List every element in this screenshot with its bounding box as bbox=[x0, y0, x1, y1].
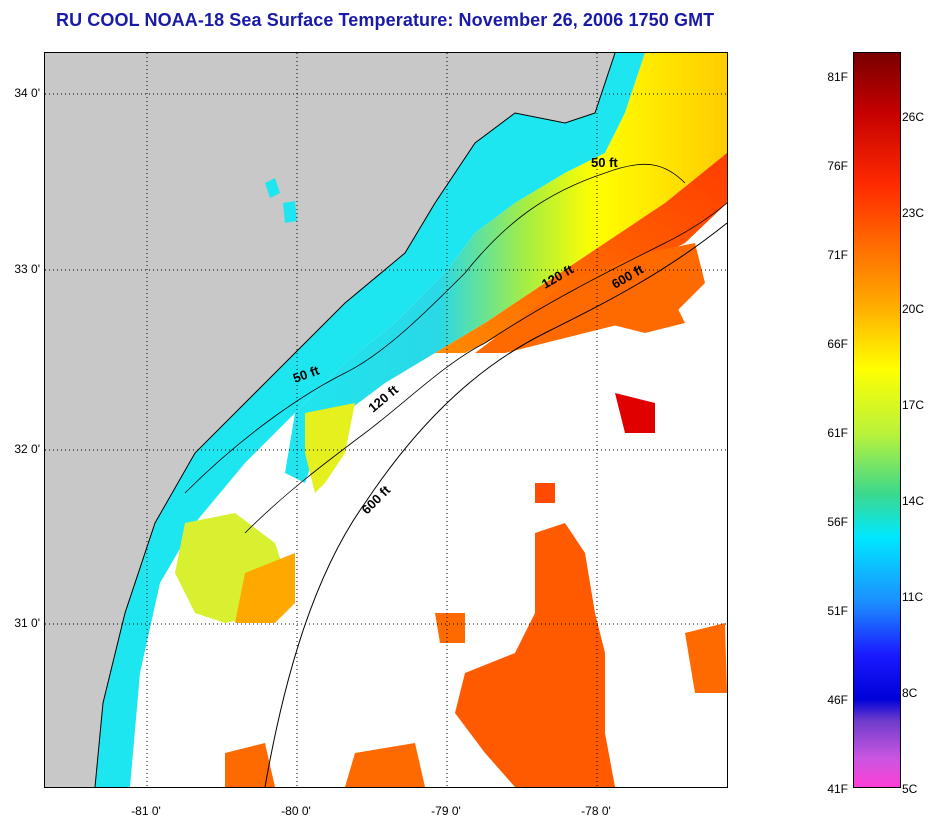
lon-label-81: -81 0' bbox=[131, 804, 161, 818]
isobath-120ft bbox=[244, 202, 727, 534]
isobath-50ft bbox=[184, 163, 686, 494]
warm-patch-north bbox=[475, 243, 705, 353]
coastline bbox=[94, 53, 616, 787]
warm-fleck-1 bbox=[435, 613, 465, 643]
sst-map-canvas: 50 ft 120 ft 600 ft 50 ft 120 ft 600 ft bbox=[45, 53, 727, 787]
coastal-yellow-32 bbox=[305, 403, 355, 493]
lon-label-80: -80 0' bbox=[281, 804, 311, 818]
warm-southwest bbox=[225, 743, 275, 787]
cbar-tick-56f: 56F bbox=[827, 515, 848, 529]
midshelf-water bbox=[285, 53, 727, 483]
map-title: RU COOL NOAA-18 Sea Surface Temperature:… bbox=[56, 10, 715, 30]
offshore-warm-large bbox=[455, 523, 615, 787]
cbar-tick-46f: 46F bbox=[827, 693, 848, 707]
cbar-tick-14c: 14C bbox=[902, 494, 925, 508]
cbar-tick-8c: 8C bbox=[902, 686, 918, 700]
temperature-colorbar bbox=[853, 52, 901, 788]
cbar-tick-66f: 66F bbox=[827, 337, 848, 351]
warm-south-mid bbox=[345, 743, 425, 787]
lat-label-34: 34 0' bbox=[14, 86, 40, 100]
cbar-tick-26c: 26C bbox=[902, 110, 925, 124]
cbar-tick-81f: 81F bbox=[827, 70, 848, 84]
inland-cold-pond-1 bbox=[265, 178, 280, 198]
cbar-tick-61f: 61F bbox=[827, 426, 848, 440]
lon-label-79: -79 0' bbox=[431, 804, 461, 818]
isobath-label-50ft-north: 50 ft bbox=[591, 155, 618, 170]
lat-label-31: 31 0' bbox=[14, 616, 40, 630]
south-shelf-warm bbox=[235, 553, 295, 623]
inland-cold-pond-2 bbox=[283, 201, 297, 223]
lon-label-78: -78 0' bbox=[581, 804, 611, 818]
cbar-tick-23c: 23C bbox=[902, 206, 925, 220]
cbar-tick-51f: 51F bbox=[827, 604, 848, 618]
cbar-tick-11c: 11C bbox=[902, 590, 924, 604]
offshore-warm-east bbox=[605, 273, 685, 333]
warm-fleck-3 bbox=[535, 483, 555, 503]
hot-spot bbox=[615, 393, 655, 433]
cbar-tick-20c: 20C bbox=[902, 302, 925, 316]
warm-fleck-2 bbox=[685, 623, 727, 693]
nearshore-cold-water bbox=[95, 53, 645, 787]
land-mass bbox=[45, 53, 615, 787]
graticule bbox=[45, 53, 727, 787]
cbar-tick-71f: 71F bbox=[827, 248, 848, 262]
cbar-tick-41f: 41F bbox=[827, 782, 848, 796]
lat-label-32: 32 0' bbox=[14, 442, 40, 456]
cbar-tick-5c: 5C bbox=[902, 782, 918, 796]
lat-label-33: 33 0' bbox=[14, 262, 40, 276]
cbar-tick-17c: 17C bbox=[902, 398, 925, 412]
sst-map[interactable]: 50 ft 120 ft 600 ft 50 ft 120 ft 600 ft bbox=[44, 52, 728, 788]
isobath-600ft bbox=[264, 222, 727, 787]
cbar-tick-76f: 76F bbox=[827, 159, 848, 173]
